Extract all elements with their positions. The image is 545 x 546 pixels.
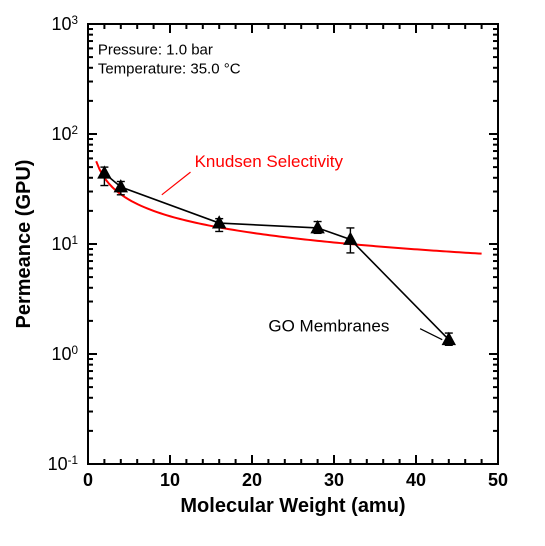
x-axis-label: Molecular Weight (amu)	[180, 495, 405, 517]
condition-text: Temperature: 35.0 °C	[98, 60, 241, 77]
chart-container: 0102030405010-1100101102103Molecular Wei…	[0, 0, 545, 546]
knudsen-label: Knudsen Selectivity	[195, 152, 344, 171]
x-tick-label: 0	[83, 470, 93, 490]
x-tick-label: 40	[406, 470, 426, 490]
chart-svg: 0102030405010-1100101102103Molecular Wei…	[0, 0, 545, 546]
x-tick-label: 30	[324, 470, 344, 490]
x-tick-label: 20	[242, 470, 262, 490]
y-axis-label: Permeance (GPU)	[13, 160, 35, 329]
go-label: GO Membranes	[268, 317, 389, 336]
x-tick-label: 50	[488, 470, 508, 490]
condition-text: Pressure: 1.0 bar	[98, 41, 213, 58]
x-tick-label: 10	[160, 470, 180, 490]
